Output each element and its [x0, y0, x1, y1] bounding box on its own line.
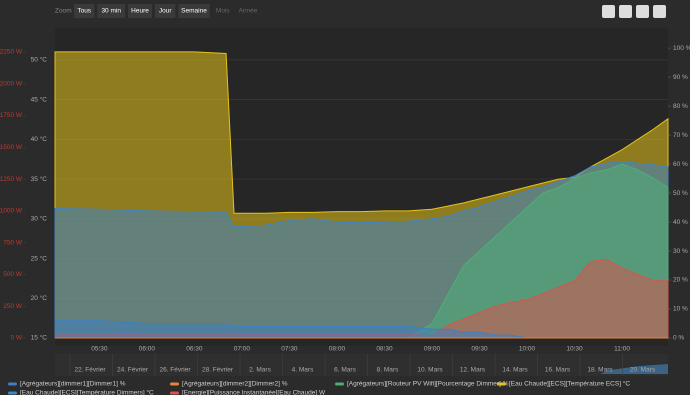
- legend-marker[interactable]: [170, 382, 179, 386]
- navigator-label: 18. Mars: [587, 367, 613, 374]
- zoom-button[interactable]: [128, 4, 152, 18]
- y2-tick-label: 50 %: [673, 190, 688, 197]
- navigator-label: 28. Février: [202, 367, 234, 374]
- zoom-button-label: Jour: [159, 8, 172, 15]
- zoom-button-label: Heure: [131, 8, 149, 15]
- y3-tick-label: 1500 W: [0, 144, 23, 151]
- x-tick-label: 09:00: [424, 346, 441, 353]
- toolbar-icons: [602, 5, 666, 18]
- y3-tick-label: 750 W: [3, 239, 23, 246]
- legend-label[interactable]: [Agrégateurs][Routeur PV Wifi][Pourcenta…: [347, 381, 509, 388]
- legend-marker[interactable]: [8, 391, 17, 395]
- x-tick-label: 07:30: [281, 346, 298, 353]
- zoom-button[interactable]: [74, 4, 95, 18]
- navigator-label: 22. Février: [74, 367, 106, 374]
- y3-tick-label: 250 W: [3, 303, 23, 310]
- icon-button[interactable]: [619, 5, 632, 18]
- y2-tick-label: 90 %: [673, 74, 688, 81]
- icon-button[interactable]: [636, 5, 649, 18]
- y3-tick-label: 1750 W: [0, 112, 23, 119]
- y2-tick-label: 70 %: [673, 132, 688, 139]
- y3-tick-label: 0 W: [10, 335, 22, 342]
- navigator-label: 16. Mars: [545, 367, 571, 374]
- zoom-button[interactable]: [178, 4, 210, 18]
- icon-button[interactable]: [602, 5, 615, 18]
- y-tick-label: 45 °C: [31, 95, 48, 103]
- y2-tick-label: 10 %: [673, 306, 688, 313]
- x-tick-label: 11:00: [614, 346, 630, 353]
- legend-label[interactable]: [Agrégateurs][dimmer2][Dimmer2] %: [182, 381, 288, 388]
- navigator-label: 24. Février: [117, 367, 149, 374]
- x-tick-label: 10:30: [566, 346, 583, 353]
- zoom-button-label: Année: [239, 8, 258, 15]
- zoom-button-label: Tous: [77, 8, 91, 15]
- x-tick-label: 07:00: [234, 346, 251, 353]
- navigator-label: 14. Mars: [502, 367, 528, 374]
- navigator-label: 12. Mars: [460, 367, 486, 374]
- zoom-button[interactable]: [97, 4, 125, 18]
- y3-tick-label: 2000 W: [0, 80, 23, 87]
- x-tick-label: 10:00: [519, 346, 536, 353]
- navigator: [55, 354, 668, 376]
- navigator-label: 8. Mars: [377, 367, 399, 374]
- legend-marker[interactable]: [170, 391, 179, 395]
- zoom-button: [212, 4, 233, 18]
- navigator-label: 26. Février: [159, 367, 191, 374]
- y2-tick-label: 80 %: [673, 103, 688, 110]
- y2-tick-label: 40 %: [673, 219, 688, 226]
- zoom-button[interactable]: [155, 4, 176, 18]
- y-tick-label: 35 °C: [31, 175, 48, 183]
- x-tick-label: 09:30: [471, 346, 488, 353]
- y-tick-label: 30 °C: [31, 215, 48, 223]
- y-tick-label: 50 °C: [31, 56, 48, 64]
- y3-tick-label: 1000 W: [0, 208, 23, 215]
- y3-tick-label: 500 W: [3, 271, 23, 278]
- navigator-label: 4. Mars: [292, 367, 314, 374]
- legend-marker[interactable]: [497, 382, 506, 386]
- navigator-label: 10. Mars: [417, 367, 443, 374]
- x-tick-label: 06:30: [186, 346, 203, 353]
- y2-tick-label: 100 %: [673, 45, 690, 52]
- y-tick-label: 15 °C: [31, 334, 48, 342]
- y2-tick-label: 0 %: [673, 335, 684, 342]
- navigator-label: 2. Mars: [249, 367, 271, 374]
- x-tick-label: 06:00: [139, 346, 156, 353]
- navigator-series: [600, 364, 668, 374]
- zoom-button-label: Semaine: [181, 8, 207, 15]
- zoom-button-label: Mois: [216, 8, 230, 15]
- zoom-button: [236, 4, 260, 18]
- zoom-button-label: 30 min: [101, 8, 121, 15]
- y2-tick-label: 30 %: [673, 248, 688, 255]
- x-tick-label: 08:30: [376, 346, 393, 353]
- legend-label[interactable]: [Agrégateurs][dimmer1][Dimmer1] %: [20, 381, 126, 388]
- icon-button[interactable]: [653, 5, 666, 18]
- y3-tick-label: 1250 W: [0, 176, 23, 183]
- legend-label[interactable]: [Eau Chaude][ECS][Température Dimmers] °…: [20, 389, 154, 395]
- legend-label[interactable]: [Energie][Puissance Instantanée][Eau Cha…: [182, 390, 326, 395]
- y-tick-label: 20 °C: [31, 294, 48, 302]
- y2-tick-label: 60 %: [673, 161, 688, 168]
- x-tick-label: 08:00: [329, 346, 346, 353]
- y-tick-label: 40 °C: [31, 135, 48, 143]
- navigator-label: 20. Mars: [630, 367, 656, 374]
- y-tick-label: 25 °C: [31, 254, 48, 262]
- legend-label[interactable]: [Eau Chaude][ECS][Température ECS] °C: [509, 380, 630, 388]
- x-tick-label: 05:30: [91, 346, 108, 353]
- y2-tick-label: 20 %: [673, 277, 688, 284]
- legend-marker[interactable]: [335, 382, 344, 386]
- zoom-label: Zoom: [55, 8, 72, 15]
- navigator-label: 6. Mars: [334, 367, 356, 374]
- y3-tick-label: 2250 W: [0, 49, 23, 56]
- legend-marker[interactable]: [8, 382, 17, 386]
